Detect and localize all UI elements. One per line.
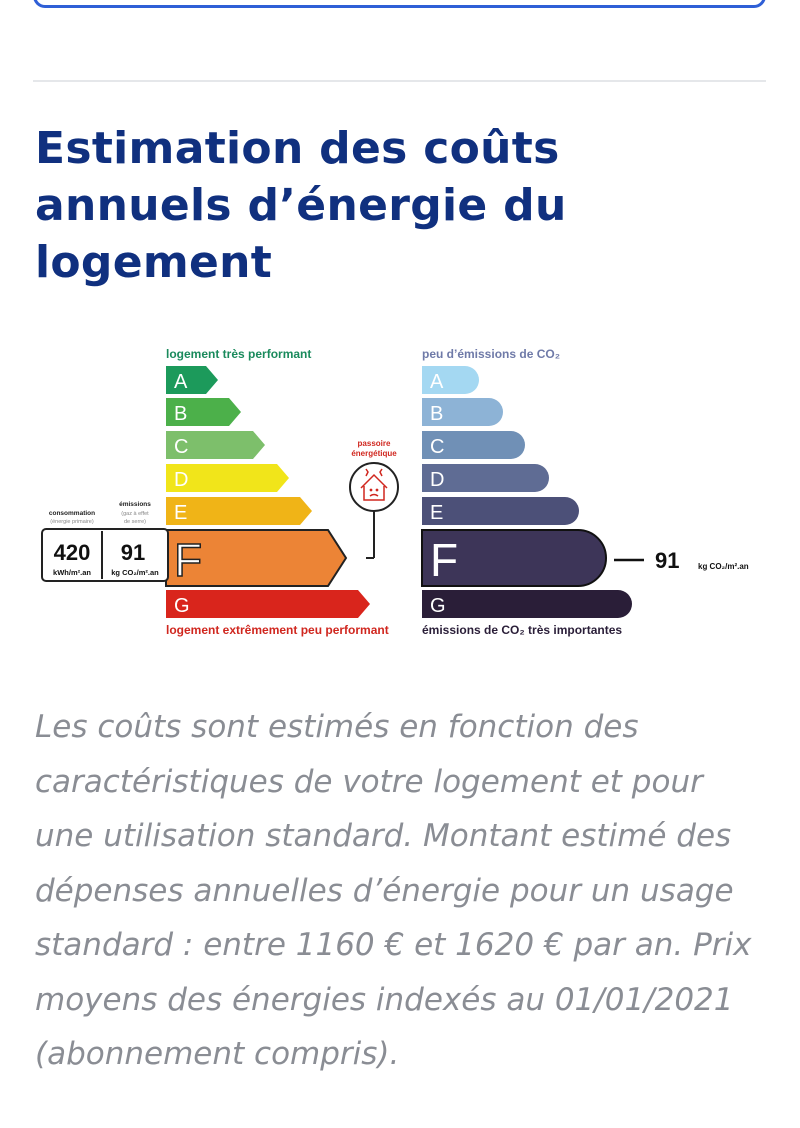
- climate-unit: kg CO₂/m².an: [698, 562, 749, 571]
- passoire-label-1: passoire: [358, 439, 391, 448]
- top-card: [33, 0, 766, 8]
- climate-bar-f: [421, 529, 607, 587]
- climate-letter-g: G: [430, 595, 446, 617]
- energy-bottom-label: logement extrêmement peu performant: [166, 623, 389, 637]
- energy-bar-d: [166, 464, 289, 492]
- emissions-sublabel-1: (gaz à effet: [121, 511, 149, 517]
- energy-bar-g: [166, 590, 370, 618]
- energy-bar-e: [166, 497, 312, 525]
- value-box-border: [41, 528, 169, 582]
- climate-top-label: peu d’émissions de CO₂: [422, 347, 560, 361]
- climate-letter-a: A: [430, 371, 444, 393]
- energy-top-label: logement très performant: [166, 347, 311, 361]
- consumption-value: 420: [54, 540, 91, 565]
- climate-bar-d: [422, 464, 549, 492]
- passoire-label-2: énergétique: [351, 449, 397, 458]
- climate-bar-b: [422, 398, 503, 426]
- energy-letter-b: B: [174, 403, 187, 425]
- consumption-box: consommation (énergie primaire) émission…: [41, 501, 169, 582]
- climate-bar-g: [422, 590, 632, 618]
- page-title: Estimation des coûts annuels d’énergie d…: [35, 123, 567, 288]
- cost-description: Les coûts sont estimés en fonction des c…: [35, 709, 752, 1072]
- energy-letter-c: C: [174, 436, 188, 458]
- consumption-sublabel: (énergie primaire): [50, 519, 94, 525]
- energy-letter-d: D: [174, 469, 188, 491]
- passoire-badge: passoire énergétique: [349, 439, 399, 559]
- emissions-unit: kg CO₂/m².an: [111, 568, 159, 577]
- climate-letter-f: F: [430, 534, 458, 586]
- climate-letter-c: C: [430, 436, 444, 458]
- climate-letter-e: E: [430, 502, 443, 524]
- consumption-label: consommation: [49, 510, 95, 517]
- energy-letter-g: G: [174, 595, 190, 617]
- climate-bar-a: [422, 366, 479, 394]
- passoire-circle: [349, 462, 399, 512]
- emissions-label: émissions: [119, 501, 151, 508]
- energy-bar-c: [166, 431, 265, 459]
- consumption-unit: kWh/m².an: [53, 568, 91, 577]
- emissions-sublabel-2: de serre): [124, 519, 146, 525]
- energy-letter-a: A: [174, 371, 188, 393]
- climate-letter-d: D: [430, 469, 444, 491]
- house-icon: [360, 468, 388, 501]
- energy-letter-f: F: [174, 534, 202, 586]
- emissions-value: 91: [121, 540, 145, 565]
- energy-bar-b: [166, 398, 241, 426]
- energy-bar-a: [166, 366, 218, 394]
- climate-bar-e: [422, 497, 579, 525]
- section-divider: [33, 80, 766, 82]
- climate-value: 91: [655, 548, 679, 573]
- energy-letter-e: E: [174, 502, 187, 524]
- climate-bar-c: [422, 431, 525, 459]
- climate-letter-b: B: [430, 403, 443, 425]
- climate-bottom-label: émissions de CO₂ très importantes: [422, 623, 622, 637]
